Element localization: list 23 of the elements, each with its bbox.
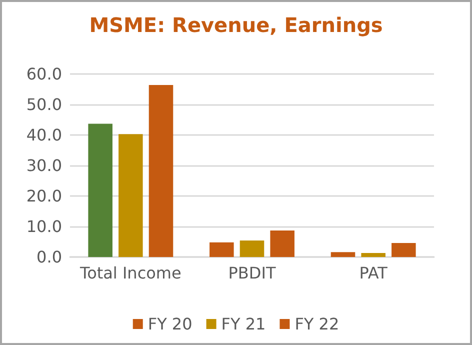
y-tick-label: 40.0	[26, 126, 62, 144]
y-tick-label: 30.0	[26, 156, 62, 175]
bar	[88, 124, 112, 257]
legend-label: FY 21	[221, 314, 266, 334]
x-tick-label: PAT	[359, 264, 388, 282]
bar	[210, 242, 234, 257]
bar	[270, 230, 294, 257]
y-tick-label: 20.0	[26, 186, 62, 206]
bar	[148, 84, 174, 257]
bar	[240, 240, 264, 257]
y-tick-label: 60.0	[26, 64, 62, 84]
bar	[392, 242, 416, 257]
legend-label: FY 22	[294, 314, 340, 334]
y-tick-label: 50.0	[26, 95, 62, 114]
y-tick-label: 0.0	[36, 248, 62, 266]
legend-label: FY 20	[148, 314, 192, 334]
y-tick-label: 10.0	[26, 217, 62, 236]
chart-title: MSME: Revenue, Earnings	[89, 13, 383, 37]
x-tick-label: PBDIT	[228, 264, 276, 282]
x-tick-label: Total Income	[79, 264, 182, 282]
bar	[330, 252, 356, 257]
bar	[361, 253, 386, 257]
bar	[118, 134, 143, 257]
